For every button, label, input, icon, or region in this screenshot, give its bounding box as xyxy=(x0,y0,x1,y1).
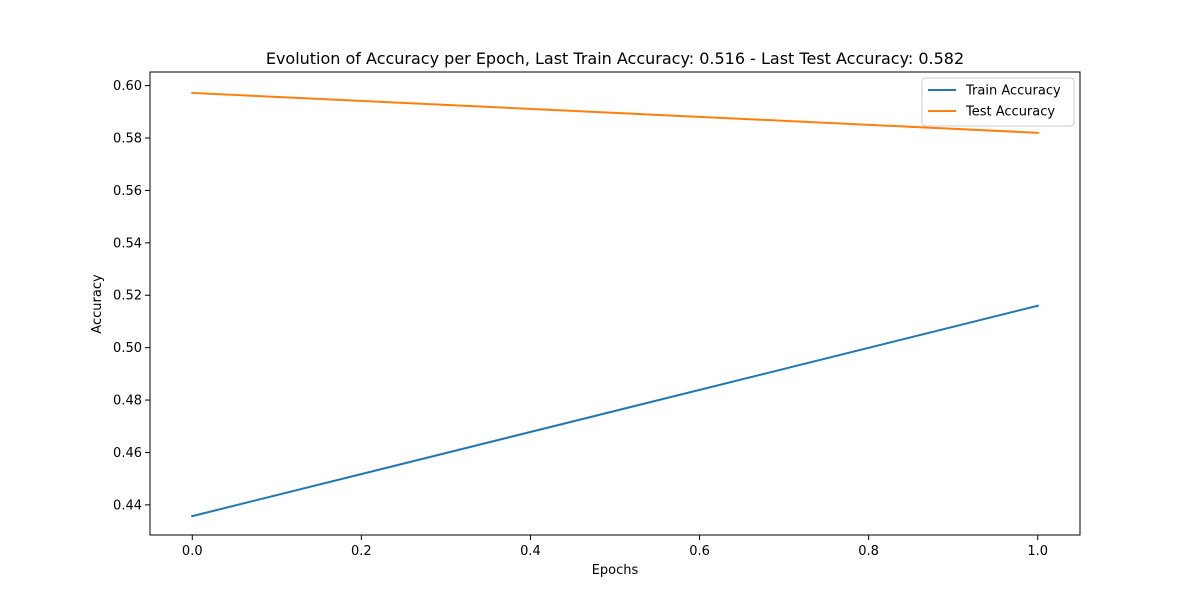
x-tick-label: 0.8 xyxy=(858,544,879,559)
y-tick-label: 0.52 xyxy=(113,289,142,304)
chart-title: Evolution of Accuracy per Epoch, Last Tr… xyxy=(266,49,964,68)
y-tick-label: 0.56 xyxy=(113,184,142,199)
x-tick-label: 1.0 xyxy=(1027,544,1048,559)
x-tick-label: 0.0 xyxy=(182,544,203,559)
y-tick-label: 0.54 xyxy=(113,236,142,251)
y-tick-label: 0.46 xyxy=(113,446,142,461)
legend: Train Accuracy Test Accuracy xyxy=(921,77,1075,127)
legend-label-test-accuracy: Test Accuracy xyxy=(965,105,1055,120)
y-tick-label: 0.50 xyxy=(113,341,142,356)
x-tick-label: 0.6 xyxy=(689,544,710,559)
y-tick-label: 0.58 xyxy=(113,132,142,147)
plot-area: 0.0 0.2 0.4 0.6 0.8 1.0 0.44 0.46 0.48 0.50 0.52 0.… xyxy=(113,71,1081,559)
y-axis-label: Accuracy xyxy=(90,274,105,334)
legend-label-train-accuracy: Train Accuracy xyxy=(965,84,1061,99)
axes-frame xyxy=(149,71,1081,536)
legend-box xyxy=(921,77,1075,127)
x-tick-label: 0.4 xyxy=(520,544,541,559)
y-tick-label: 0.48 xyxy=(113,394,142,409)
y-tick-label: 0.44 xyxy=(113,498,142,513)
x-tick-label: 0.2 xyxy=(351,544,372,559)
series-line-test-accuracy xyxy=(191,91,1039,134)
x-axis-label: Epochs xyxy=(592,563,639,578)
y-tick-label: 0.60 xyxy=(113,79,142,94)
series-line-train-accuracy xyxy=(191,304,1039,518)
